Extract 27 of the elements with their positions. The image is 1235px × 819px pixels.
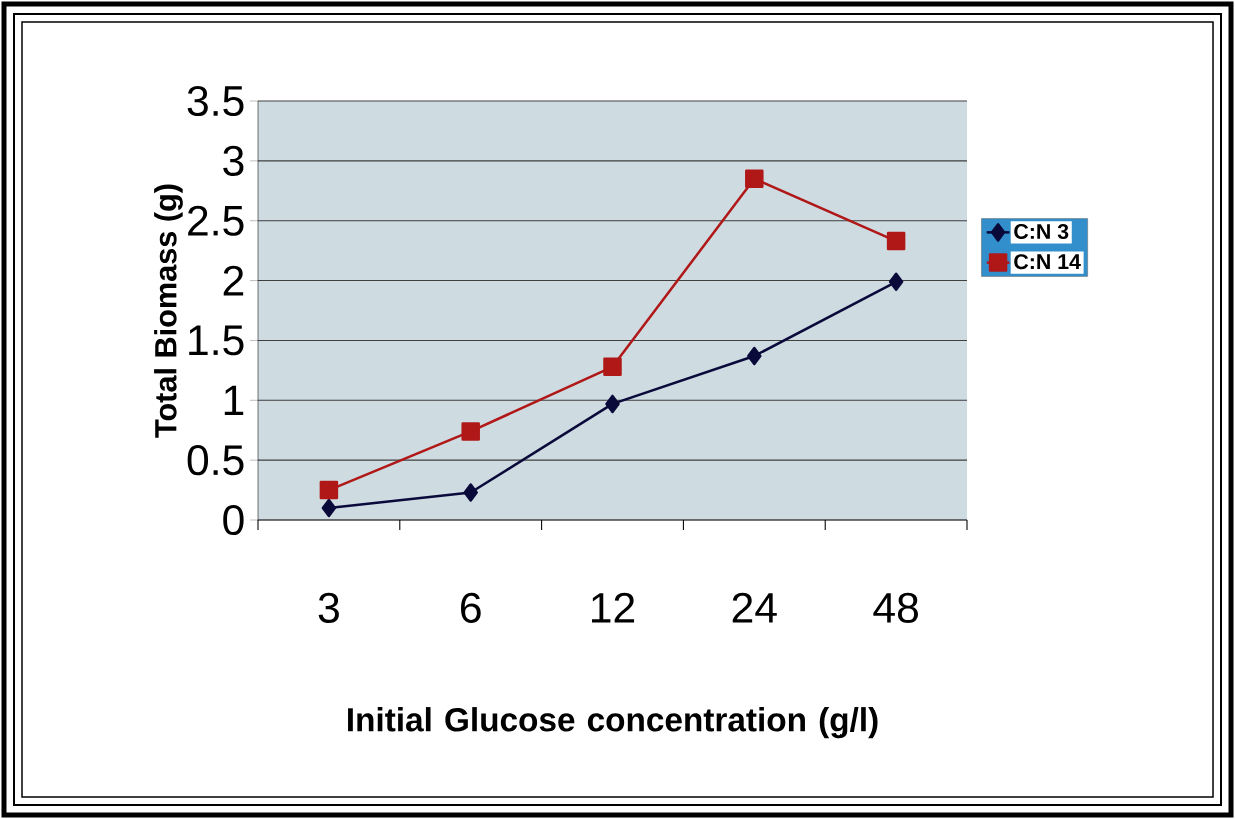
point (319, 480, 339, 500)
y-tick-label: 0.5 (187, 445, 244, 476)
y-tick-label: 1 (224, 385, 244, 415)
x-axis-title: Initial Glucose concentration (g/l) (348, 707, 878, 739)
point (603, 357, 622, 377)
point (886, 231, 906, 251)
y-tick-label: 2 (223, 265, 244, 296)
legend-label: C:N 14 (1014, 254, 1081, 270)
point (745, 169, 764, 189)
y-tick-label: 3.5 (187, 85, 244, 117)
y-tick-label: 3 (223, 145, 244, 176)
x-tick-label: 6 (461, 592, 481, 623)
x-tick-label: 3 (318, 592, 339, 623)
y-tick-label: 0 (223, 504, 244, 536)
point (888, 272, 904, 292)
x-tick-label: 48 (873, 592, 918, 623)
point (321, 498, 337, 518)
legend-label: C:N 3 (1014, 223, 1069, 240)
y-tick-label: 1.5 (189, 325, 244, 356)
y-tick-label: 2.5 (188, 205, 244, 236)
x-tick-label: 12 (592, 592, 635, 623)
y-axis-title: Total Biomass (g) (154, 184, 183, 438)
point (463, 483, 478, 502)
x-tick-label: 24 (732, 592, 777, 623)
point (605, 394, 620, 414)
point (747, 346, 762, 366)
point (461, 422, 480, 441)
